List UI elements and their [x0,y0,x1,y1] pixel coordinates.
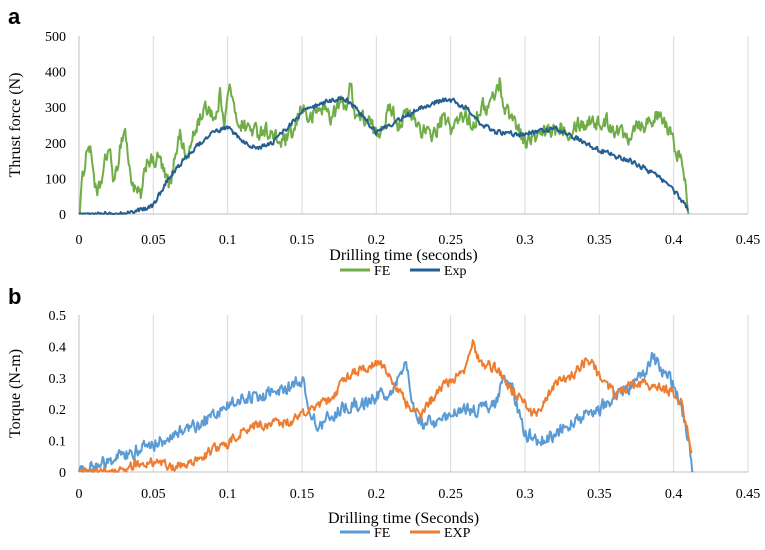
legend: FE Exp [340,264,467,279]
torque-chart: b 0 0.05 0.1 0.15 0.2 0.25 0.3 0.35 0.4 0.45 0 0.1 0.… [7,284,760,541]
panel-label: a [8,4,21,29]
legend-label: EXP [444,526,471,541]
series-line-fe [78,351,694,473]
x-tick-label: 0.4 [665,487,683,502]
series-line-exp [78,339,693,473]
x-tick-label: 0.45 [736,233,761,248]
y-tick-label: 0.2 [49,403,67,418]
y-tick-label: 200 [45,137,66,152]
legend-label: Exp [444,264,467,279]
series-line-fe [78,77,690,215]
y-axis-title: Thrust force (N) [7,73,24,178]
y-tick-label: 100 [45,172,66,187]
x-tick-label: 0.3 [516,233,534,248]
x-tick-label: 0.05 [141,487,166,502]
x-axis-title: Drilling time (Seconds) [328,510,479,527]
x-tick-label: 0.35 [587,233,612,248]
legend-label: FE [374,526,390,541]
legend: FE EXP [340,526,471,541]
y-tick-label: 500 [45,30,66,45]
thrust-force-chart: a 0 0.05 0.1 0.15 0.2 0.25 0.3 0.35 0.4 0.45 0 100 20… [7,4,760,279]
x-tick-label: 0.3 [516,487,534,502]
x-tick-label: 0.4 [665,233,683,248]
x-axis-title: Drilling time (seconds) [329,247,477,264]
y-tick-label: 0.4 [49,340,67,355]
x-tick-label: 0.15 [290,233,315,248]
y-tick-label: 0.3 [49,372,67,387]
x-tick-label: 0 [76,233,83,248]
x-tick-label: 0.1 [219,233,237,248]
x-tick-label: 0.1 [219,487,237,502]
x-tick-label: 0.35 [587,487,612,502]
y-tick-label: 0 [59,208,66,223]
x-tick-label: 0.2 [368,233,386,248]
x-tick-label: 0.05 [141,233,166,248]
legend-label: FE [374,264,390,279]
y-tick-label: 300 [45,101,66,116]
y-tick-label: 0.5 [49,309,67,324]
y-tick-label: 0 [59,466,66,481]
panel-label: b [8,284,21,309]
x-tick-label: 0.2 [368,487,386,502]
series-line-exp [78,96,690,215]
x-tick-label: 0.45 [736,487,761,502]
x-tick-label: 0 [76,487,83,502]
x-tick-label: 0.15 [290,487,315,502]
y-tick-label: 400 [45,66,66,81]
y-tick-label: 0.1 [49,435,67,450]
x-tick-label: 0.25 [438,233,463,248]
x-tick-label: 0.25 [438,487,463,502]
y-axis-title: Torque (N-m) [7,349,24,438]
